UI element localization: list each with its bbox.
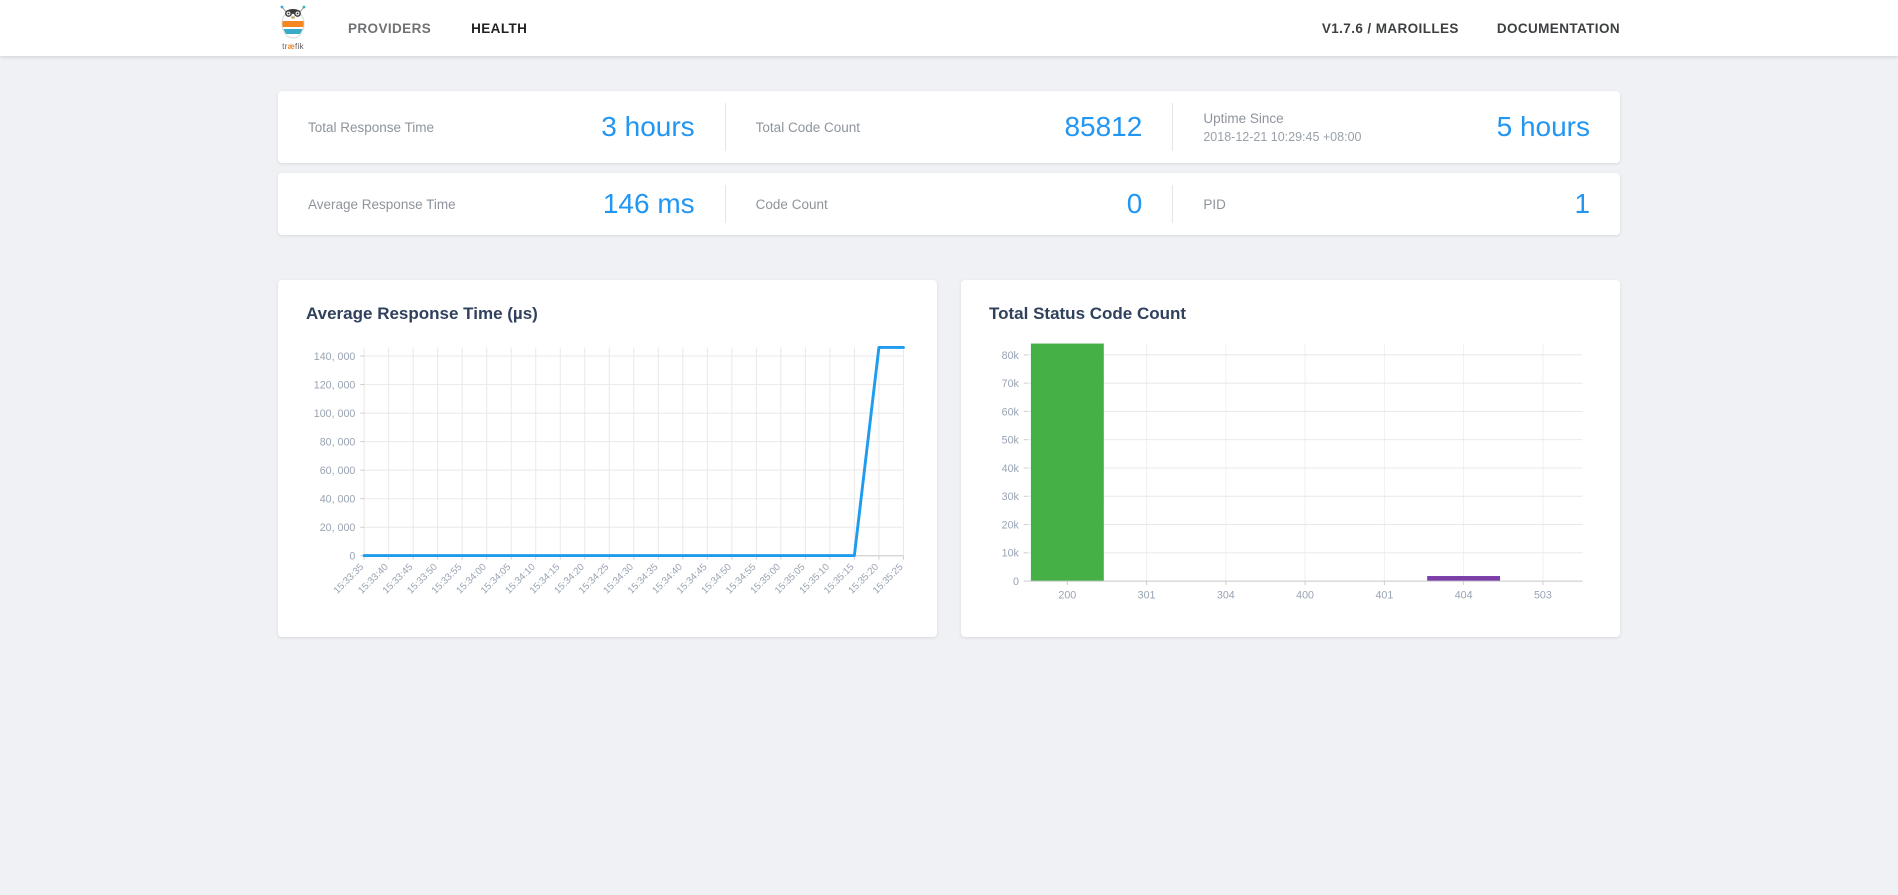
traefik-logo-text: træfik <box>282 42 304 51</box>
traefik-gopher-icon <box>278 5 308 44</box>
svg-text:304: 304 <box>1217 590 1235 602</box>
stat-value: 85812 <box>1064 111 1143 142</box>
status-code-chart-card: Total Status Code Count 0 10k 20k 30k 40k 50k… <box>961 280 1620 637</box>
stat-total-code-count: Total Code Count 85812 <box>726 91 1173 163</box>
svg-text:200: 200 <box>1058 590 1076 602</box>
svg-text:140, 000: 140, 000 <box>314 351 356 363</box>
svg-text:0: 0 <box>349 551 355 563</box>
svg-text:60, 000: 60, 000 <box>320 465 356 477</box>
stat-value: 146 ms <box>602 188 695 219</box>
stat-value: 1 <box>1574 188 1591 219</box>
chart-title: Average Response Time (µs) <box>306 304 538 323</box>
stat-value: 5 hours <box>1496 111 1591 142</box>
svg-text:20k: 20k <box>1002 519 1020 531</box>
svg-text:100, 000: 100, 000 <box>314 408 356 420</box>
divider <box>724 185 726 223</box>
stat-code-count: Code Count 0 <box>726 173 1173 235</box>
stats-row-2: Average Response Time 146 ms Code Count … <box>278 173 1620 235</box>
stat-label: Total Code Count <box>755 119 860 135</box>
stat-value: 0 <box>1126 188 1143 219</box>
svg-text:10k: 10k <box>1002 548 1020 560</box>
svg-text:60k: 60k <box>1002 406 1020 418</box>
stat-label: PID <box>1203 196 1226 212</box>
stat-uptime-since: Uptime Since 2018-12-21 10:29:45 +08:00 … <box>1173 91 1620 163</box>
stat-label: Code Count <box>755 196 828 212</box>
chart-title: Total Status Code Count <box>989 304 1187 323</box>
svg-text:400: 400 <box>1296 590 1314 602</box>
stat-total-response-time: Total Response Time 3 hours <box>278 91 725 163</box>
svg-text:30k: 30k <box>1002 491 1020 503</box>
stat-sublabel: 2018-12-21 10:29:45 +08:00 <box>1203 129 1362 144</box>
divider <box>1172 103 1174 151</box>
svg-text:50k: 50k <box>1002 435 1020 447</box>
svg-text:70k: 70k <box>1002 378 1020 390</box>
documentation-link[interactable]: DOCUMENTATION <box>1496 20 1620 36</box>
stats-row-1: Total Response Time 3 hours Total Code C… <box>278 91 1620 163</box>
divider <box>1172 185 1174 223</box>
response-time-chart-card: Average Response Time (µs) 15:33:35 15:33… <box>278 280 937 637</box>
nav-item-providers[interactable]: PROVIDERS <box>348 20 432 36</box>
nav-item-health[interactable]: HEALTH <box>471 20 528 36</box>
stat-label: Average Response Time <box>308 196 456 212</box>
svg-text:503: 503 <box>1534 590 1552 602</box>
svg-text:0: 0 <box>1013 576 1019 588</box>
divider <box>724 103 726 151</box>
stat-average-response-time: Average Response Time 146 ms <box>278 173 725 235</box>
svg-text:40k: 40k <box>1002 463 1020 475</box>
stat-label: Total Response Time <box>308 119 435 135</box>
health-page: Total Response Time 3 hours Total Code C… <box>278 56 1620 637</box>
svg-text:20, 000: 20, 000 <box>320 522 356 534</box>
top-navbar: træfik PROVIDERS HEALTH V1.7.6 / MAROILL… <box>0 0 1898 56</box>
stat-value: 3 hours <box>601 111 695 142</box>
svg-text:40, 000: 40, 000 <box>320 494 356 506</box>
status-code-bar-chart: 0 10k 20k 30k 40k 50k 60k 70k 80k 200 301 304 400 401… <box>979 328 1602 620</box>
traefik-logo: træfik <box>278 5 308 51</box>
svg-text:80k: 80k <box>1002 350 1020 362</box>
response-time-line-chart: 15:33:35 15:33:40 15:33:45 15:33:50 15:33:55… <box>296 328 919 620</box>
svg-text:80, 000: 80, 000 <box>320 437 356 449</box>
stat-pid: PID 1 <box>1173 173 1620 235</box>
svg-text:401: 401 <box>1375 590 1393 602</box>
svg-text:404: 404 <box>1455 590 1473 602</box>
stat-label: Uptime Since <box>1203 110 1284 126</box>
svg-text:301: 301 <box>1138 590 1156 602</box>
svg-text:120, 000: 120, 000 <box>314 379 356 391</box>
version-link[interactable]: V1.7.6 / MAROILLES <box>1321 20 1459 36</box>
